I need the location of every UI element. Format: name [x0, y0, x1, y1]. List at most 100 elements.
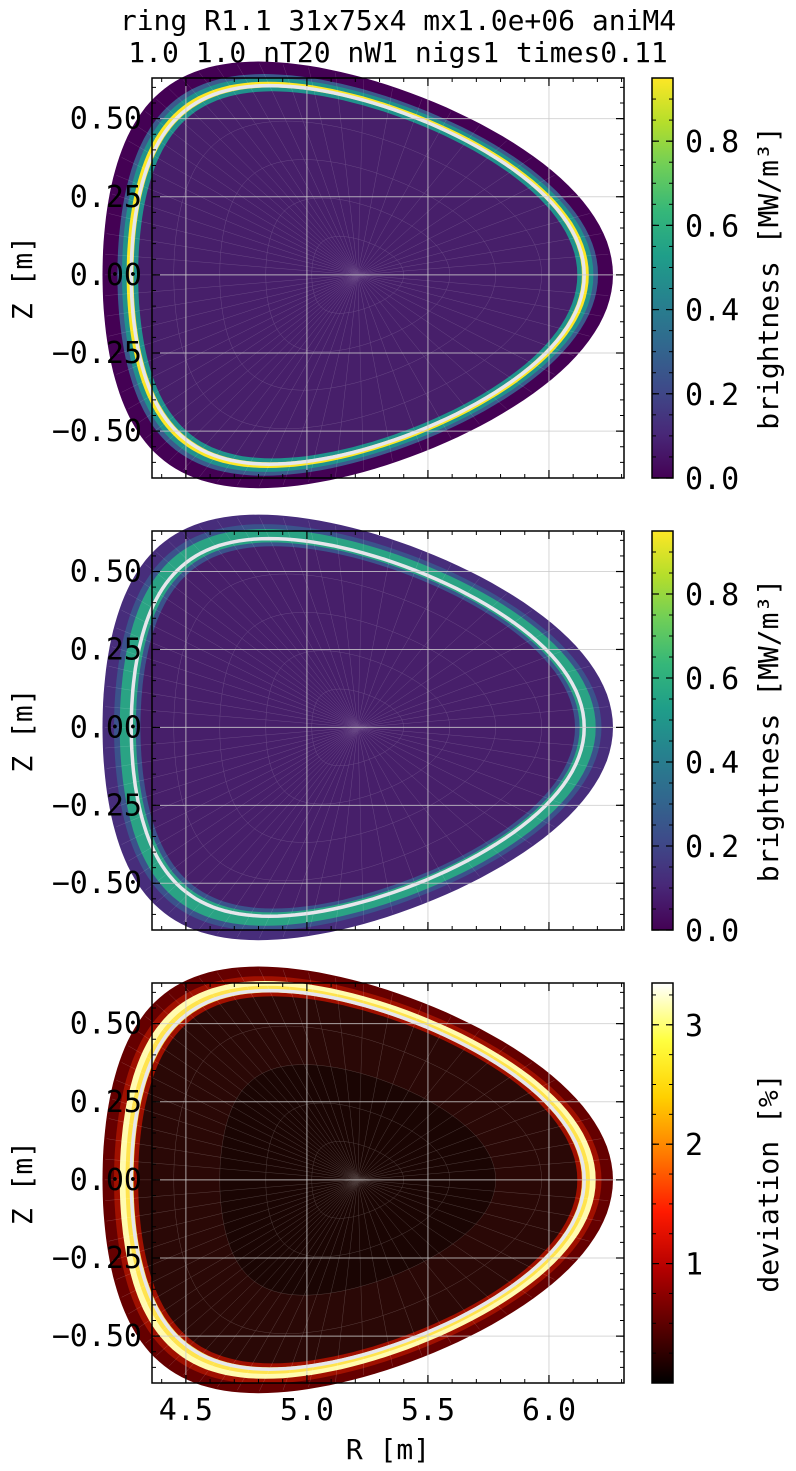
mesh-spoke	[308, 727, 358, 935]
y-axis-label: Z [m]	[6, 236, 39, 320]
mesh-spoke	[357, 111, 452, 275]
colorbar-tick-label: 2	[685, 1128, 703, 1163]
mesh-spoke	[357, 727, 452, 891]
axes-frame	[151, 530, 625, 931]
mesh-spoke	[108, 1118, 358, 1181]
mesh-spoke	[357, 274, 602, 317]
y-tick-label: 0.50	[70, 1007, 142, 1042]
mesh-spoke	[217, 727, 358, 935]
mesh-spoke	[357, 1118, 590, 1181]
mesh-spoke	[259, 516, 358, 728]
mesh-spoke	[106, 233, 358, 276]
mesh-spoke	[357, 727, 423, 903]
mesh-spoke	[259, 63, 358, 275]
panel-bottom: 4.5 5.0 5.5 6.0 0.50 0.25 0.00 −0.25 −0.50 Z [m] R…	[6, 966, 785, 1466]
mesh-spoke	[237, 969, 358, 1180]
mesh-spoke	[237, 517, 358, 728]
mesh-spoke	[357, 88, 393, 275]
colorbar-tick-label: 0.0	[685, 462, 739, 497]
mesh-spoke	[106, 1179, 358, 1222]
mesh-spoke	[182, 727, 358, 923]
mesh-spoke	[357, 551, 423, 728]
mesh-spoke	[357, 274, 364, 471]
mesh-spoke	[308, 274, 358, 483]
panel-middle: 0.50 0.25 0.00 −0.25 −0.50 Z [m] 0.0 0.2 0.4 0.6 0…	[6, 514, 785, 949]
mesh-spoke	[282, 274, 358, 486]
mesh-spoke	[357, 274, 575, 357]
mesh-spoke	[111, 727, 358, 809]
y-tick-label: −0.50	[52, 1319, 142, 1354]
y-tick-label: 0.25	[70, 180, 142, 215]
mesh-spoke	[357, 99, 423, 275]
mesh-spoke	[116, 627, 358, 728]
mesh-spoke	[168, 274, 358, 462]
mesh-spoke	[128, 1179, 358, 1315]
mesh-spoke	[282, 64, 358, 275]
y-tick-label: −0.50	[52, 866, 142, 901]
mesh-spoke	[357, 274, 393, 462]
mesh-spoke	[357, 727, 533, 845]
mesh-spoke	[106, 274, 358, 317]
y-tick-label: 0.00	[70, 710, 142, 745]
mesh-spoke	[237, 727, 358, 938]
mesh-spoke	[121, 1062, 358, 1181]
mesh-spoke	[357, 1179, 575, 1262]
y-tick-label: 0.25	[70, 1085, 142, 1120]
x-axis-label: R [m]	[346, 1433, 430, 1466]
mesh-spoke	[116, 1179, 358, 1280]
mesh-spoke	[108, 727, 358, 789]
contour-line	[129, 83, 586, 466]
mesh-spoke	[357, 610, 533, 728]
mesh-spoke	[357, 140, 507, 276]
mesh-spoke	[108, 274, 358, 337]
mesh-spoke	[357, 1179, 452, 1344]
colorbar-tick-label: 0.2	[685, 830, 739, 865]
mesh-spoke	[135, 727, 358, 877]
x-tick-label: 5.0	[280, 1393, 334, 1428]
mesh-spoke	[357, 1138, 602, 1181]
y-axis-label: Z [m]	[6, 688, 39, 772]
colorbar-tick-label: 0.8	[685, 125, 739, 160]
mesh-spoke	[282, 727, 358, 938]
mesh-spoke	[357, 1179, 602, 1222]
colorbar-tick-label: 3	[685, 1009, 703, 1044]
mesh-spoke	[282, 517, 358, 728]
mesh-spoke	[308, 972, 358, 1180]
mesh-spoke	[106, 685, 358, 728]
mesh-spoke	[357, 1045, 507, 1181]
mesh-spoke	[168, 541, 358, 728]
mesh-spoke	[145, 111, 358, 276]
mesh-spoke	[335, 274, 358, 478]
figure-title-line-1: ring R1.1 31x75x4 mx1.0e+06 aniM4	[119, 4, 677, 37]
mesh-spoke	[145, 1016, 358, 1181]
mesh-spoke	[357, 1179, 507, 1315]
mesh-spoke	[111, 646, 358, 728]
mesh-spoke	[237, 274, 358, 486]
colorbar-tick-label: 0.8	[685, 578, 739, 613]
mesh-spoke	[108, 665, 358, 728]
mesh-spoke	[105, 274, 358, 296]
mesh-spoke	[357, 274, 480, 425]
mesh-spoke	[145, 274, 358, 439]
mesh-spoke	[357, 627, 555, 728]
mesh-spoke	[135, 125, 358, 276]
mesh-spoke	[282, 969, 358, 1180]
mesh-spoke	[357, 233, 602, 276]
mesh-spoke	[357, 1030, 480, 1181]
mesh-spoke	[156, 1003, 358, 1181]
contour-line	[129, 988, 586, 1371]
mesh-spoke	[128, 727, 358, 862]
mesh-spoke	[357, 727, 555, 828]
mesh-spoke	[237, 64, 358, 275]
mesh-spoke	[135, 1179, 358, 1330]
mesh-spoke	[145, 727, 358, 891]
mesh-spoke	[357, 727, 602, 769]
mesh-spoke	[135, 1030, 358, 1181]
y-tick-label: 0.00	[70, 1163, 142, 1198]
mesh-spoke	[357, 564, 452, 728]
mesh-spoke	[357, 593, 507, 728]
mesh-spoke	[357, 1179, 393, 1367]
mesh-spoke	[357, 125, 480, 276]
mesh-spoke	[357, 727, 590, 789]
colorbar-label: brightness [MW/m³]	[752, 126, 785, 429]
